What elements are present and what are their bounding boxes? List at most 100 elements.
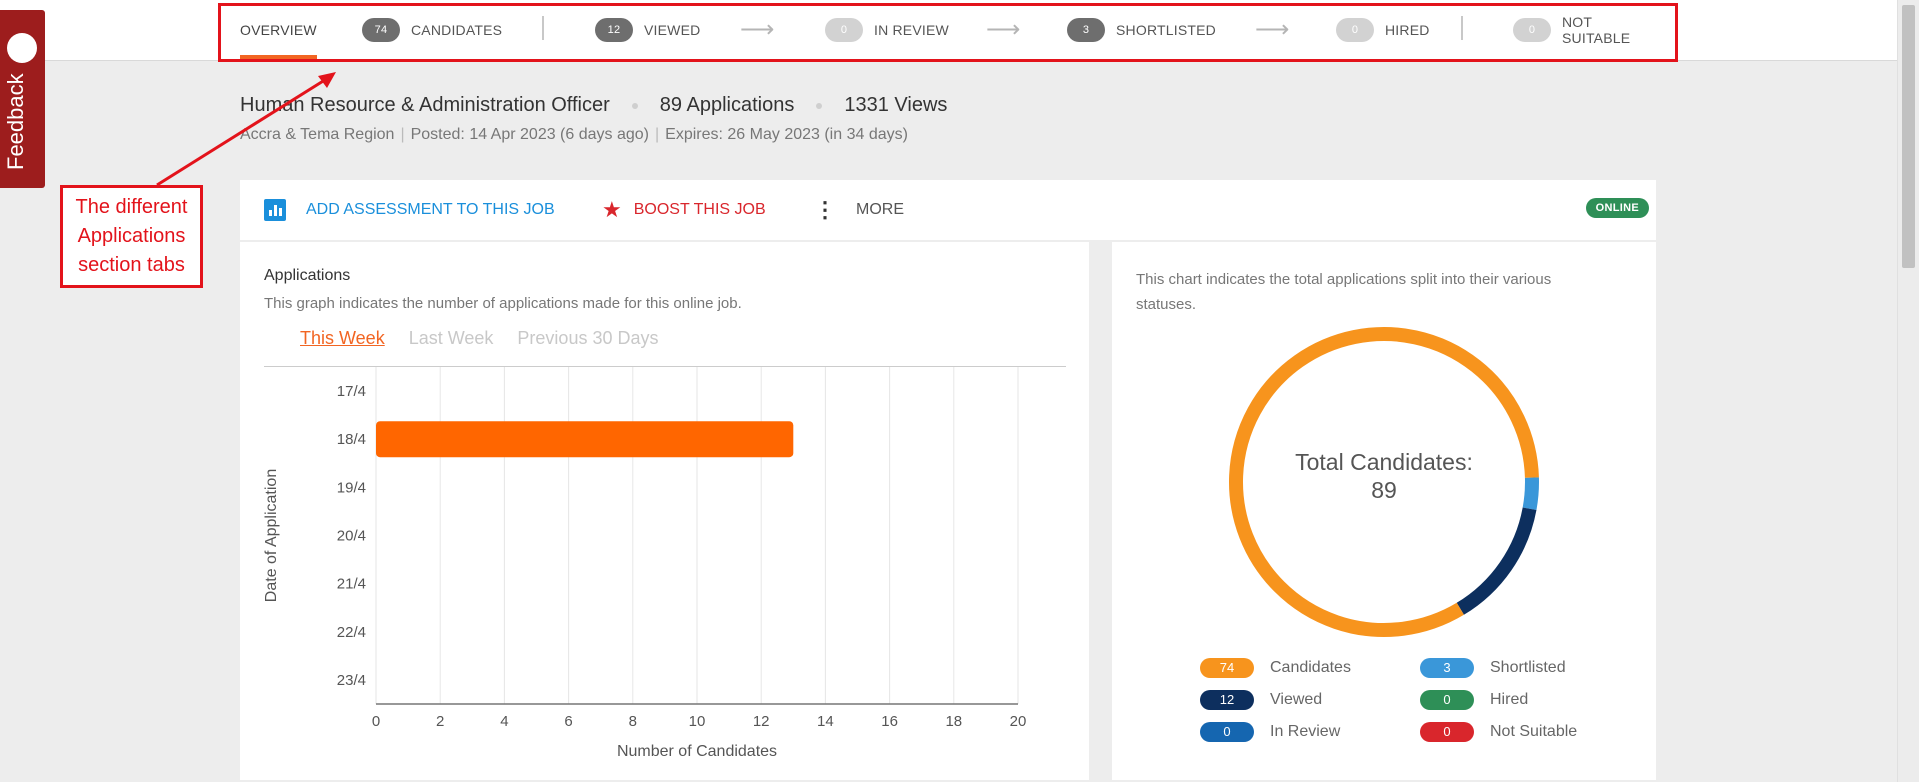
x-tick-label: 4 [500, 713, 508, 730]
x-tick-label: 10 [689, 713, 706, 730]
tab-shortlisted-label: SHORTLISTED [1116, 22, 1216, 38]
tab-in-review[interactable]: 0 IN REVIEW [825, 0, 949, 60]
tab-hired-label: HIRED [1385, 22, 1430, 38]
feedback-tab[interactable]: Feedback [0, 10, 45, 188]
legend-count-badge: 12 [1200, 690, 1254, 710]
tab-overview[interactable]: OVERVIEW [240, 0, 317, 60]
y-tick-label: 22/4 [337, 624, 366, 641]
in-review-count-badge: 0 [825, 18, 863, 42]
boost-job-label: BOOST THIS JOB [633, 201, 766, 218]
legend-item: 0 Hired [1420, 684, 1577, 716]
tab-separator [1461, 16, 1463, 40]
donut-center-value: 89 [1371, 477, 1397, 503]
boost-job-button[interactable]: ★ BOOST THIS JOB [602, 180, 766, 240]
period-last-week[interactable]: Last Week [408, 328, 494, 348]
donut-center-label: Total Candidates: [1295, 449, 1473, 475]
add-assessment-button[interactable]: ADD ASSESSMENT TO THIS JOB [264, 180, 555, 240]
tab-candidates[interactable]: 74 CANDIDATES [362, 0, 502, 60]
period-tabs: This Week Last Week Previous 30 Days [300, 328, 683, 349]
feedback-icon [7, 33, 37, 63]
views-count: 1331 Views [844, 94, 948, 116]
status-donut-chart: Total Candidates:89 [1229, 327, 1539, 637]
annotation-arrow [156, 72, 336, 187]
job-title: Human Resource & Administration Officer [240, 94, 610, 116]
x-tick-label: 12 [753, 713, 770, 730]
legend-count-badge: 0 [1200, 722, 1254, 742]
bar-chart-icon [264, 199, 286, 221]
legend-label: Viewed [1270, 691, 1323, 708]
y-tick-label: 20/4 [337, 528, 366, 545]
online-status-badge: ONLINE [1585, 198, 1649, 218]
arrow-right-icon: ⟶ [1255, 16, 1290, 43]
period-previous-30-days[interactable]: Previous 30 Days [517, 328, 659, 348]
scrollbar[interactable] [1897, 0, 1919, 782]
applications-count: 89 Applications [659, 94, 795, 116]
legend-count-badge: 74 [1200, 658, 1254, 678]
candidates-count-badge: 74 [362, 18, 400, 42]
legend-count-badge: 0 [1420, 690, 1474, 710]
tab-candidates-label: CANDIDATES [411, 22, 503, 38]
y-tick-label: 21/4 [337, 576, 366, 593]
legend-item: 3 Shortlisted [1420, 652, 1577, 684]
applications-title: Applications [264, 267, 351, 284]
applications-tabs: OVERVIEW 74 CANDIDATES 12 VIEWED ⟶ 0 IN … [240, 0, 1664, 60]
dot-separator [816, 102, 823, 109]
not-suitable-count-badge: 0 [1513, 18, 1551, 42]
star-icon: ★ [602, 197, 622, 222]
applications-tab-bar: OVERVIEW 74 CANDIDATES 12 VIEWED ⟶ 0 IN … [0, 0, 1898, 61]
status-description: This chart indicates the total applicati… [1136, 271, 1552, 313]
legend-label: Not Suitable [1490, 723, 1578, 740]
viewed-count-badge: 12 [595, 18, 633, 42]
more-vertical-icon: ⋮ [814, 197, 836, 222]
donut-slice [1456, 507, 1537, 615]
annotation-highlight-box [218, 3, 1678, 62]
legend-count-badge: 3 [1420, 658, 1474, 678]
job-posted: Posted: 14 Apr 2023 (6 days ago) [410, 126, 649, 143]
legend-label: Candidates [1270, 659, 1351, 676]
status-chart-card: This chart indicates the total applicati… [1112, 242, 1656, 780]
y-tick-label: 18/4 [337, 431, 366, 448]
legend-count-badge: 0 [1420, 722, 1474, 742]
bar [376, 421, 794, 458]
legend-item: 12 Viewed [1200, 684, 1351, 716]
annotation-label: The different Applications section tabs [60, 185, 203, 288]
y-tick-label: 23/4 [337, 672, 366, 689]
legend-label: Shortlisted [1490, 659, 1566, 676]
tab-viewed-label: VIEWED [644, 22, 701, 38]
more-button[interactable]: ⋮ MORE [814, 180, 904, 240]
legend-item: 0 Not Suitable [1420, 716, 1577, 748]
hired-count-badge: 0 [1336, 18, 1374, 42]
applications-chart-card: Applications This graph indicates the nu… [240, 242, 1089, 780]
tab-not-suitable-label: NOT SUITABLE [1562, 14, 1631, 46]
arrow-right-icon: ⟶ [986, 16, 1021, 43]
add-assessment-label: ADD ASSESSMENT TO THIS JOB [306, 201, 555, 218]
applications-bar-chart: 0 2 4 6 8 10 12 14 16 18 20 17/4 18/4 19/4 20/4 21/4 22/… [263, 367, 1027, 760]
legend-item: 74 Candidates [1200, 652, 1351, 684]
x-tick-label: 6 [564, 713, 572, 730]
x-axis-label: Number of Candidates [617, 743, 777, 760]
job-region: Accra & Tema Region [240, 126, 395, 143]
dot-separator [631, 102, 638, 109]
tab-not-suitable[interactable]: 0 NOT SUITABLE [1513, 0, 1664, 60]
period-this-week[interactable]: This Week [300, 328, 385, 348]
shortlisted-count-badge: 3 [1067, 18, 1105, 42]
y-tick-label: 17/4 [337, 383, 366, 400]
tab-separator [542, 16, 544, 40]
arrow-right-icon: ⟶ [740, 16, 775, 43]
tab-shortlisted[interactable]: 3 SHORTLISTED [1067, 0, 1216, 60]
job-expires: Expires: 26 May 2023 (in 34 days) [665, 126, 908, 143]
donut-slice [1522, 477, 1539, 511]
legend-column-right: 3 Shortlisted 0 Hired 0 Not Suitable [1420, 652, 1577, 748]
tab-overview-label: OVERVIEW [240, 22, 317, 38]
scrollbar-thumb[interactable] [1902, 5, 1915, 268]
tab-hired[interactable]: 0 HIRED [1336, 0, 1430, 60]
x-tick-label: 20 [1010, 713, 1027, 730]
x-tick-label: 8 [629, 713, 637, 730]
donut-slice [1229, 327, 1539, 637]
divider [264, 366, 1066, 367]
applications-description: This graph indicates the number of appli… [264, 295, 742, 312]
x-tick-label: 16 [881, 713, 898, 730]
y-axis-label: Date of Application [263, 469, 280, 602]
legend-column-left: 74 Candidates 12 Viewed 0 In Review [1200, 652, 1351, 748]
tab-viewed[interactable]: 12 VIEWED [595, 0, 700, 60]
